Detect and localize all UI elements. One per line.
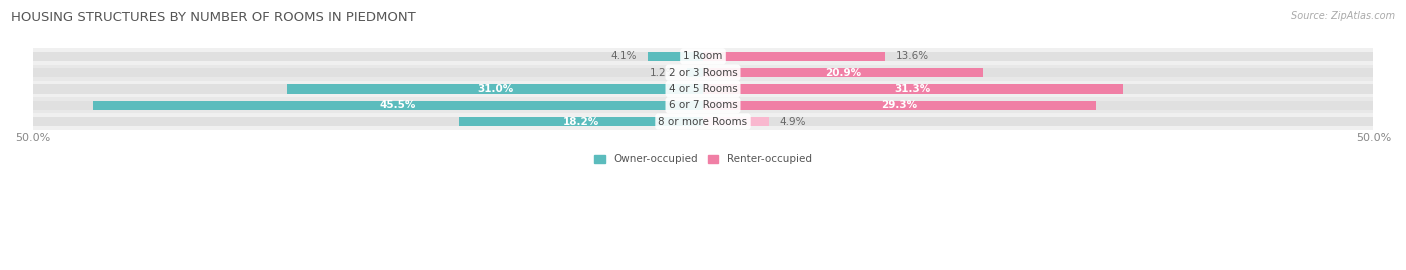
Bar: [688, 68, 703, 77]
Bar: [648, 52, 703, 61]
Bar: [32, 84, 703, 94]
Bar: [703, 84, 1374, 94]
Text: 13.6%: 13.6%: [896, 51, 929, 61]
Text: 4 or 5 Rooms: 4 or 5 Rooms: [669, 84, 737, 94]
Bar: [703, 84, 1122, 94]
Text: HOUSING STRUCTURES BY NUMBER OF ROOMS IN PIEDMONT: HOUSING STRUCTURES BY NUMBER OF ROOMS IN…: [11, 11, 416, 24]
Bar: [458, 117, 703, 126]
Text: 31.3%: 31.3%: [894, 84, 931, 94]
Bar: [703, 68, 983, 77]
Text: 4.9%: 4.9%: [779, 117, 806, 127]
Text: 1.2%: 1.2%: [650, 68, 676, 78]
Bar: [32, 97, 1374, 113]
Bar: [703, 100, 1374, 110]
Bar: [32, 113, 1374, 130]
Text: 1 Room: 1 Room: [683, 51, 723, 61]
Bar: [703, 117, 769, 126]
Text: Source: ZipAtlas.com: Source: ZipAtlas.com: [1291, 11, 1395, 21]
Bar: [32, 68, 703, 77]
Bar: [287, 84, 703, 94]
Bar: [32, 100, 703, 110]
Text: 6 or 7 Rooms: 6 or 7 Rooms: [669, 100, 737, 110]
Text: 31.0%: 31.0%: [477, 84, 513, 94]
Legend: Owner-occupied, Renter-occupied: Owner-occupied, Renter-occupied: [591, 150, 815, 168]
Bar: [32, 52, 703, 61]
Bar: [703, 52, 1374, 61]
Text: 4.1%: 4.1%: [610, 51, 637, 61]
Bar: [32, 65, 1374, 81]
Text: 2 or 3 Rooms: 2 or 3 Rooms: [669, 68, 737, 78]
Bar: [703, 100, 1095, 110]
Text: 45.5%: 45.5%: [380, 100, 416, 110]
Bar: [703, 52, 886, 61]
Bar: [703, 68, 1374, 77]
Bar: [32, 48, 1374, 65]
Text: 8 or more Rooms: 8 or more Rooms: [658, 117, 748, 127]
Bar: [32, 81, 1374, 97]
Bar: [93, 100, 703, 110]
Text: 29.3%: 29.3%: [882, 100, 918, 110]
Bar: [703, 117, 1374, 126]
Text: 18.2%: 18.2%: [562, 117, 599, 127]
Bar: [32, 117, 703, 126]
Text: 20.9%: 20.9%: [825, 68, 860, 78]
